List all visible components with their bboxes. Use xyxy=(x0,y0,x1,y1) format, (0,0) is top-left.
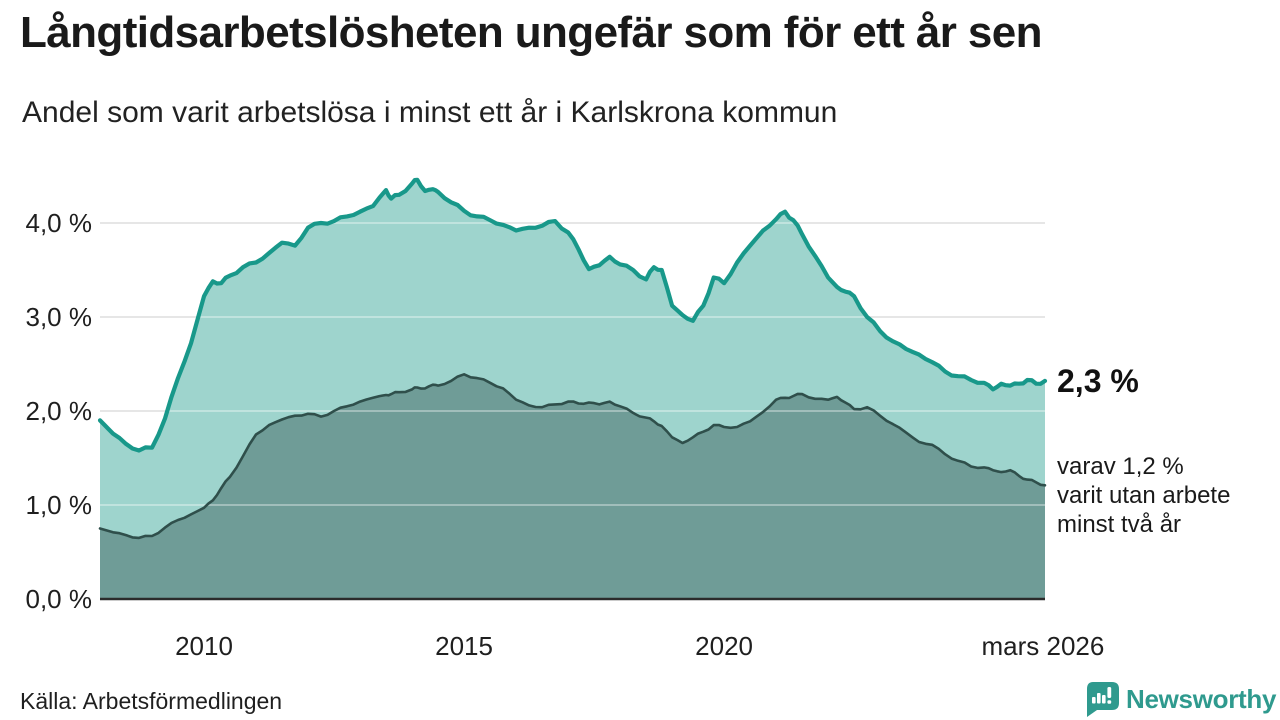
chart-subtitle: Andel som varit arbetslösa i minst ett å… xyxy=(22,96,838,129)
y-tick-label: 4,0 % xyxy=(25,208,93,238)
area-chart xyxy=(0,160,1280,630)
x-tick-label: 2015 xyxy=(435,631,493,661)
brand-name: Newsworthy xyxy=(1126,683,1277,714)
y-tick-label: 2,0 % xyxy=(25,396,93,426)
y-tick-label: 3,0 % xyxy=(25,302,93,332)
x-tick-label: 2020 xyxy=(695,631,754,661)
y-tick-label: 1,0 % xyxy=(25,490,93,520)
y-tick-label: 0,0 % xyxy=(25,584,93,614)
source-note: Källa: Arbetsförmedlingen xyxy=(20,688,283,714)
line-two-years xyxy=(98,373,1047,540)
x-tick-label: 2010 xyxy=(175,631,233,661)
area-two-years xyxy=(100,374,1045,599)
newsworthy-icon xyxy=(1083,680,1119,718)
line-total xyxy=(97,177,1048,453)
page-title: Långtidsarbetslösheten ungefär som för e… xyxy=(20,8,1043,57)
end-value-label: 2,3 % xyxy=(1057,362,1139,399)
x-tick-label: mars 2026 xyxy=(981,631,1105,661)
series-two-years-annotation: varav 1,2 % varit utan arbete minst två … xyxy=(1057,453,1231,538)
newsworthy-logo: Newsworthy xyxy=(1083,680,1276,718)
